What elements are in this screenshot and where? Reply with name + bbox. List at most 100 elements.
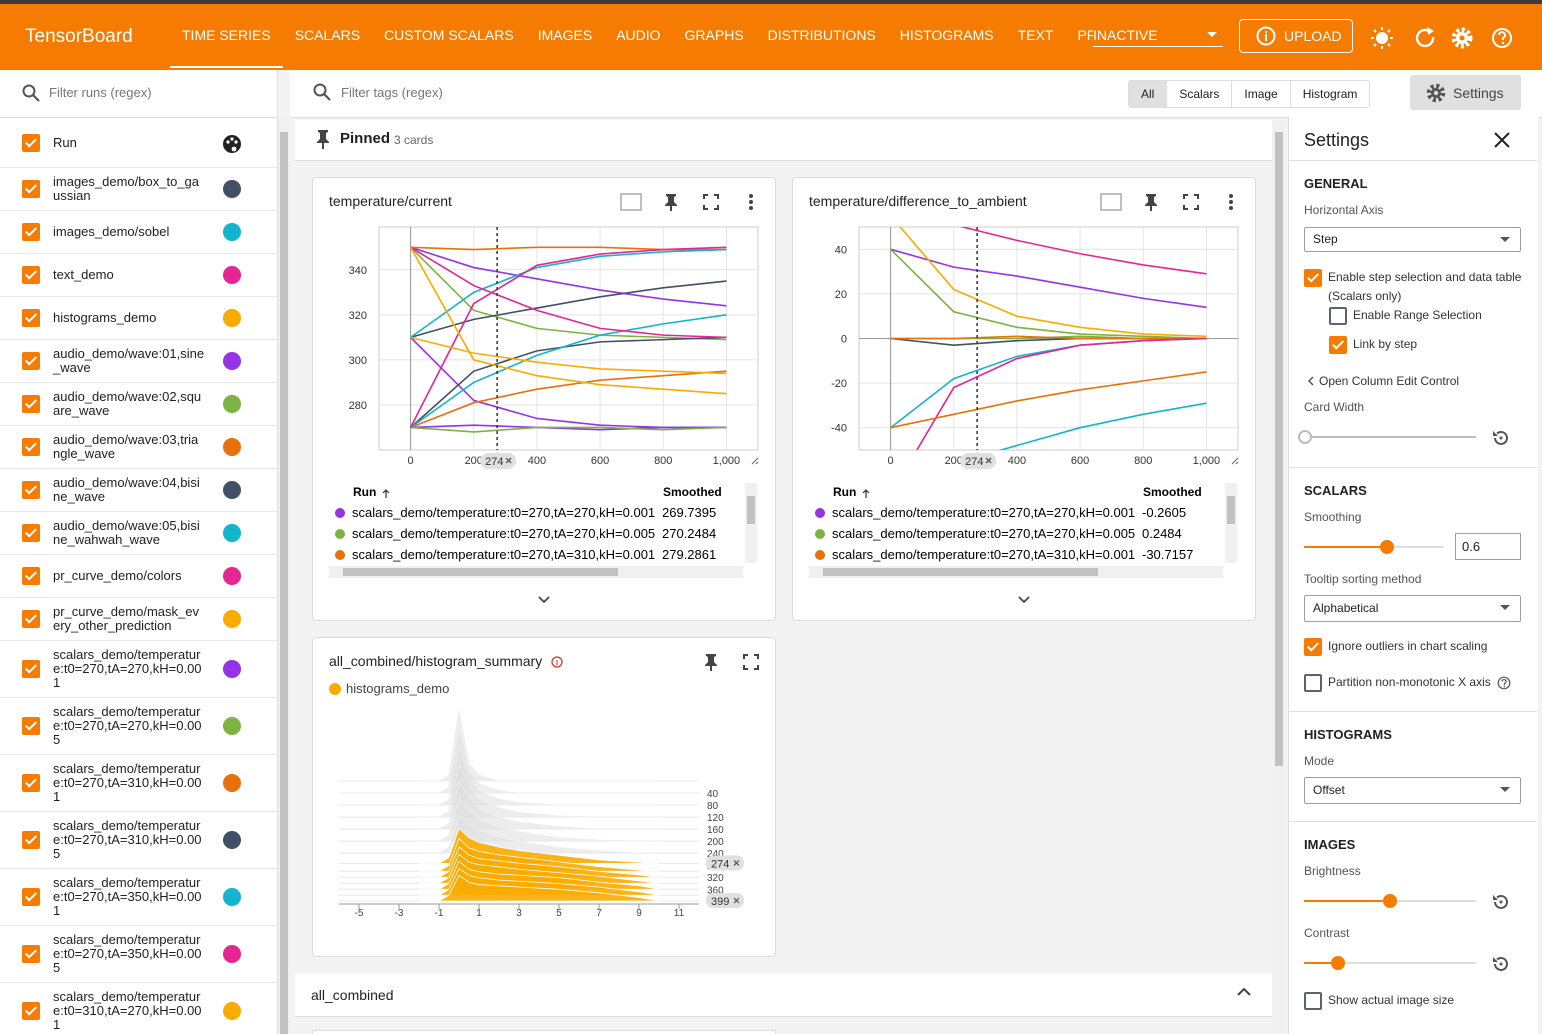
section-header[interactable]: all_combined bbox=[295, 973, 1272, 1017]
run-color[interactable] bbox=[223, 481, 241, 499]
pin-icon[interactable] bbox=[705, 654, 717, 671]
status-select[interactable]: INACTIVE bbox=[1093, 24, 1223, 47]
run-checkbox[interactable] bbox=[22, 660, 40, 678]
run-checkbox[interactable] bbox=[22, 717, 40, 735]
column-edit-link[interactable]: Open Column Edit Control bbox=[1319, 374, 1460, 388]
refresh-icon[interactable] bbox=[1415, 27, 1435, 48]
sort-select[interactable]: Alphabetical bbox=[1304, 595, 1521, 622]
h-scroll-thumb[interactable] bbox=[823, 568, 1098, 576]
full-icon[interactable] bbox=[1183, 194, 1199, 210]
expand-icon[interactable] bbox=[538, 596, 550, 604]
nav-tab[interactable]: CUSTOM SCALARS bbox=[384, 27, 514, 43]
step-chip[interactable]: 274 bbox=[706, 855, 744, 871]
nav-tab[interactable]: TEXT bbox=[1017, 27, 1054, 43]
collapse-icon[interactable] bbox=[1237, 987, 1251, 997]
brightness-slider[interactable] bbox=[1304, 894, 1476, 908]
help-icon[interactable] bbox=[1492, 28, 1512, 48]
run-color[interactable] bbox=[223, 610, 241, 628]
type-chip[interactable]: Histogram bbox=[1289, 81, 1370, 107]
checkbox[interactable] bbox=[1304, 269, 1322, 287]
run-color[interactable] bbox=[223, 309, 241, 327]
nav-tab[interactable]: GRAPHS bbox=[684, 27, 744, 43]
run-color[interactable] bbox=[223, 266, 241, 284]
run-color[interactable] bbox=[223, 831, 241, 849]
nav-tab[interactable]: PR CURV bbox=[1077, 27, 1093, 43]
run-color[interactable] bbox=[223, 945, 241, 963]
checkbox[interactable] bbox=[1304, 638, 1322, 656]
slider-knob[interactable] bbox=[1331, 956, 1346, 970]
run-color[interactable] bbox=[223, 774, 241, 792]
run-checkbox[interactable] bbox=[22, 1002, 40, 1020]
full-icon[interactable] bbox=[703, 194, 719, 210]
v-scroll-thumb[interactable] bbox=[747, 496, 755, 524]
runs-scrollbar[interactable] bbox=[278, 118, 290, 1034]
more-icon[interactable] bbox=[749, 194, 753, 210]
run-checkbox[interactable] bbox=[22, 831, 40, 849]
app-title[interactable]: TensorBoard bbox=[25, 26, 133, 47]
upload-button[interactable]: UPLOAD bbox=[1239, 19, 1353, 53]
help-icon[interactable] bbox=[1497, 676, 1511, 690]
v-scroll-thumb[interactable] bbox=[1227, 496, 1235, 524]
run-color[interactable] bbox=[223, 1002, 241, 1020]
checkbox[interactable] bbox=[1304, 674, 1322, 692]
run-checkbox[interactable] bbox=[22, 774, 40, 792]
scroll-thumb[interactable] bbox=[280, 132, 288, 1034]
pin-icon[interactable] bbox=[1145, 194, 1157, 211]
run-checkbox[interactable] bbox=[22, 395, 40, 413]
type-chip[interactable]: Scalars bbox=[1166, 81, 1231, 107]
run-color[interactable] bbox=[223, 395, 241, 413]
main-scrollbar[interactable] bbox=[1273, 120, 1285, 1034]
theme-icon[interactable] bbox=[1371, 27, 1393, 49]
expand-icon[interactable] bbox=[1018, 596, 1030, 604]
run-color[interactable] bbox=[223, 888, 241, 906]
run-color[interactable] bbox=[223, 180, 241, 198]
run-checkbox[interactable] bbox=[22, 481, 40, 499]
nav-tab[interactable]: AUDIO bbox=[616, 27, 661, 43]
nav-tab[interactable]: SCALARS bbox=[294, 27, 361, 43]
close-icon[interactable] bbox=[1494, 132, 1510, 148]
run-color[interactable] bbox=[223, 660, 241, 678]
run-color[interactable] bbox=[223, 567, 241, 585]
settings-icon[interactable] bbox=[1451, 27, 1473, 49]
h-scroll-thumb[interactable] bbox=[343, 568, 618, 576]
run-checkbox[interactable] bbox=[22, 309, 40, 327]
runs-filter[interactable]: Filter runs (regex) bbox=[49, 85, 152, 100]
run-checkbox[interactable] bbox=[22, 610, 40, 628]
run-color[interactable] bbox=[223, 524, 241, 542]
nav-tab[interactable]: TIME SERIES bbox=[170, 4, 283, 68]
step-chip[interactable]: 399 bbox=[706, 893, 744, 908]
smoothing-input[interactable]: 0.6 bbox=[1455, 533, 1521, 560]
checkbox[interactable] bbox=[1329, 336, 1347, 354]
select-all-checkbox[interactable] bbox=[22, 134, 40, 152]
fit-icon[interactable] bbox=[620, 193, 642, 211]
run-color[interactable] bbox=[223, 438, 241, 456]
nav-tab[interactable]: HISTOGRAMS bbox=[899, 27, 994, 43]
run-checkbox[interactable] bbox=[22, 266, 40, 284]
smoothing-slider[interactable] bbox=[1304, 540, 1443, 554]
run-color[interactable] bbox=[223, 352, 241, 370]
more-icon[interactable] bbox=[1229, 194, 1233, 210]
slider-knob[interactable] bbox=[1380, 540, 1395, 554]
full-icon[interactable] bbox=[743, 654, 759, 670]
palette-icon[interactable] bbox=[222, 134, 242, 154]
run-checkbox[interactable] bbox=[22, 524, 40, 542]
checkbox[interactable] bbox=[1329, 307, 1347, 325]
run-checkbox[interactable] bbox=[22, 567, 40, 585]
contrast-slider[interactable] bbox=[1304, 956, 1476, 970]
run-color[interactable] bbox=[223, 223, 241, 241]
run-checkbox[interactable] bbox=[22, 888, 40, 906]
nav-tab[interactable]: DISTRIBUTIONS bbox=[767, 27, 876, 43]
step-chip[interactable]: 274 bbox=[960, 453, 997, 469]
slider-knob[interactable] bbox=[1383, 894, 1397, 908]
run-checkbox[interactable] bbox=[22, 180, 40, 198]
slider-knob[interactable] bbox=[1298, 430, 1312, 444]
nav-tab[interactable]: IMAGES bbox=[537, 27, 593, 43]
reset-icon[interactable] bbox=[1491, 954, 1511, 974]
step-chip[interactable]: 274 bbox=[480, 453, 517, 469]
card-width-slider[interactable] bbox=[1298, 430, 1476, 444]
pin-icon[interactable] bbox=[665, 194, 677, 211]
run-checkbox[interactable] bbox=[22, 223, 40, 241]
tags-filter[interactable]: Filter tags (regex) bbox=[341, 85, 443, 100]
run-checkbox[interactable] bbox=[22, 352, 40, 370]
scroll-thumb[interactable] bbox=[1275, 132, 1283, 766]
